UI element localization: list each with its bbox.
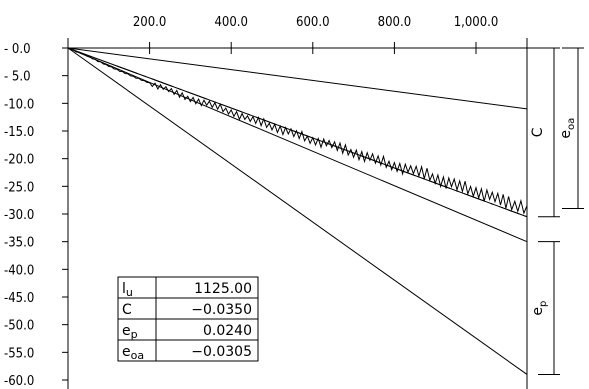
table-key: eoa [122, 344, 144, 362]
x-tick-label: 1,000.0 [454, 15, 499, 30]
table-key: lu [122, 281, 133, 299]
y-tick-label: -15.0 [4, 125, 34, 140]
x-tick-label: 800.0 [378, 15, 411, 30]
parameter-table: lu 1125.00 C −0.0350 ep 0.0240 eoa −0.0305 [117, 276, 259, 362]
y-tick-label: -35.0 [4, 236, 34, 251]
y-tick-label: -60.0 [4, 374, 34, 389]
y-tick-label: -10.0 [4, 97, 34, 112]
table-value: −0.0305 [191, 344, 252, 360]
measured-curve [67, 47, 528, 215]
axes: - 0.0 - 5.0 -10.0 -15.0 -20.0 -25.0 -30.0 -35.0… [4, 15, 555, 389]
table-value: 0.0240 [203, 323, 252, 339]
table-value: 1125.00 [194, 281, 252, 297]
reference-line [67, 47, 528, 243]
x-tick-label: 600.0 [296, 15, 329, 30]
y-tick-label: -40.0 [4, 263, 34, 278]
x-tick-label: 200.0 [133, 15, 166, 30]
table-key: C [122, 302, 132, 318]
y-tick-label: -25.0 [4, 180, 34, 195]
table-key: ep [122, 323, 138, 341]
x-tick-marks [149, 42, 477, 54]
y-tick-label: -45.0 [4, 291, 34, 306]
y-tick-label: -50.0 [4, 319, 34, 334]
y-tick-label: - 0.0 [4, 42, 31, 57]
table-value: −0.0350 [191, 302, 252, 318]
y-tick-label: - 5.0 [4, 70, 31, 85]
bracket-label: C [530, 127, 546, 137]
bracket-label: ep [530, 301, 549, 316]
y-tick-label: -30.0 [4, 208, 34, 223]
y-tick-label: -20.0 [4, 153, 34, 168]
reference-line [67, 47, 528, 375]
series-group [67, 47, 528, 375]
x-tick-label: 400.0 [214, 15, 247, 30]
reference-line [67, 47, 528, 110]
y-tick-label: -55.0 [4, 346, 34, 361]
bracket-label: eoa [558, 118, 577, 139]
